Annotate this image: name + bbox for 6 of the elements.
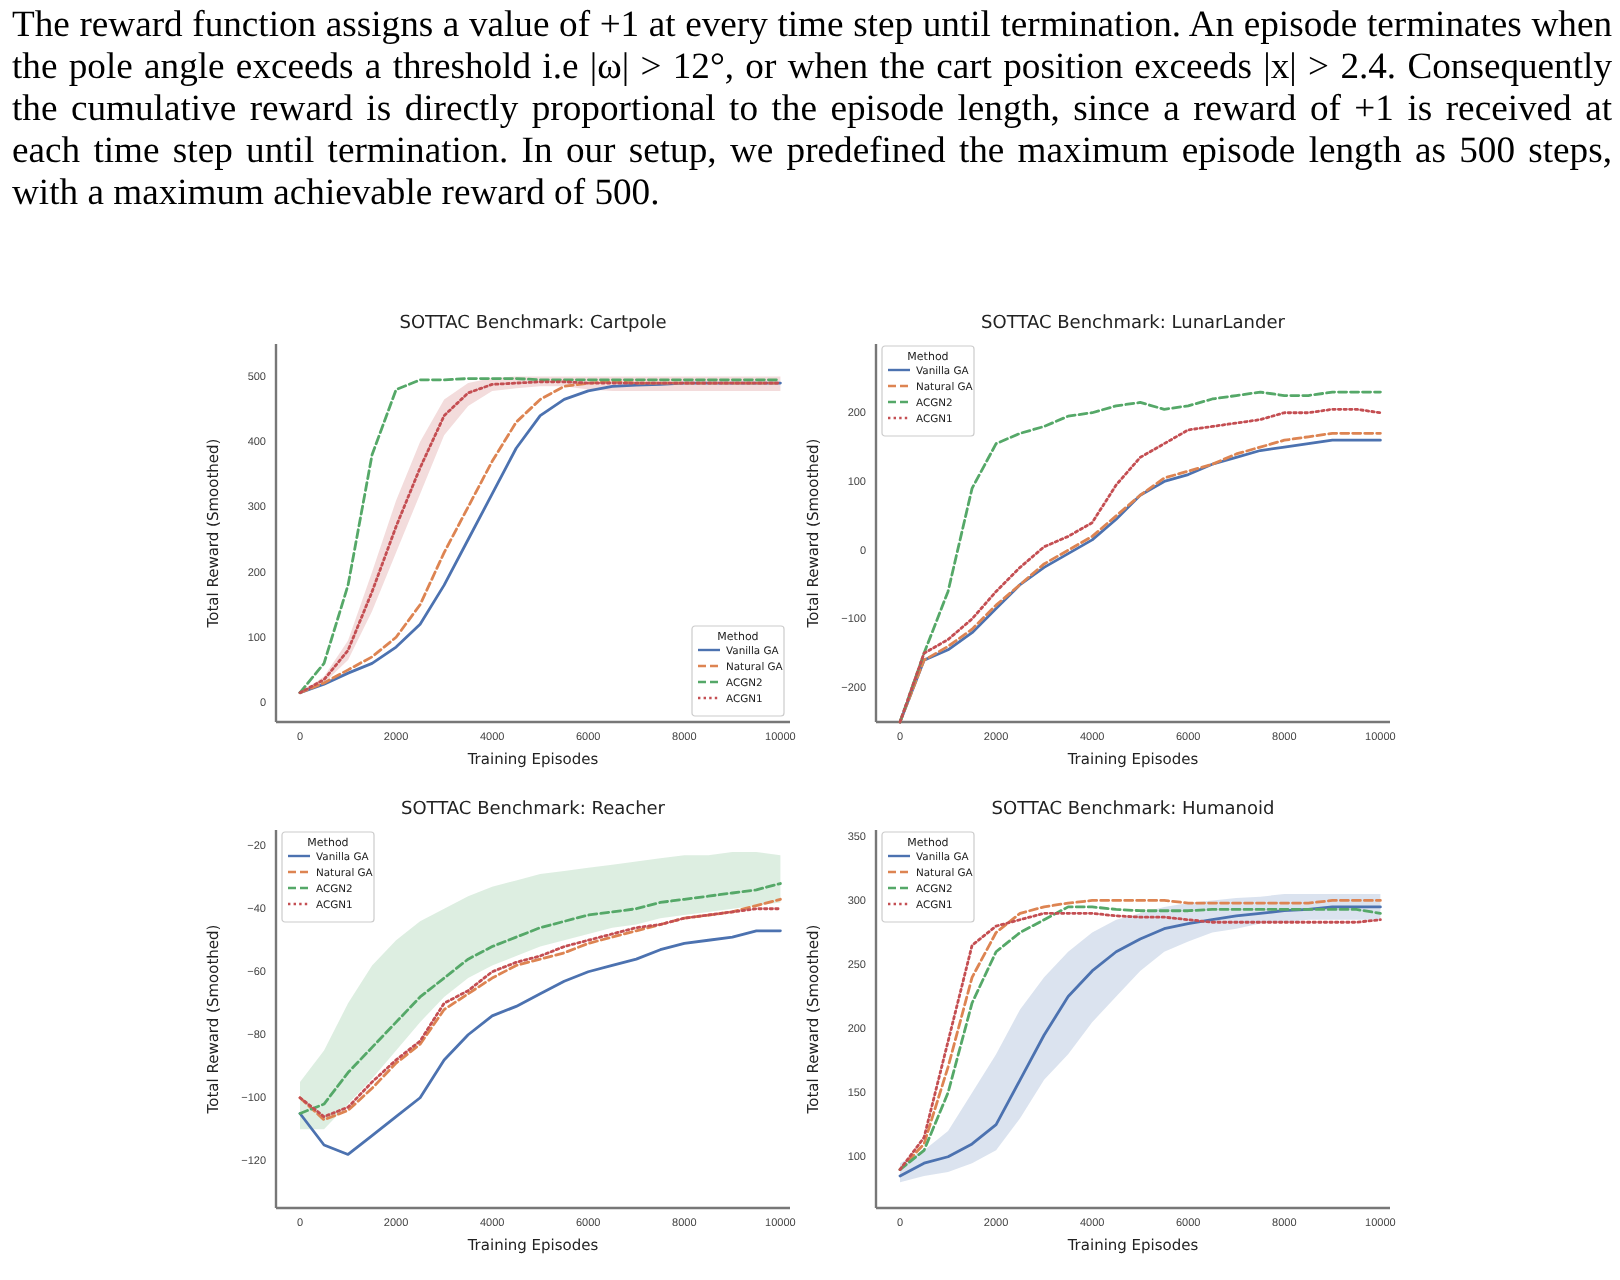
chart-title: SOTTAC Benchmark: Humanoid bbox=[991, 800, 1275, 820]
chart-title: SOTTAC Benchmark: Cartpole bbox=[399, 314, 668, 334]
chart-title: SOTTAC Benchmark: Reacher bbox=[400, 800, 666, 820]
line-series bbox=[298, 929, 782, 1156]
text: The reward function assigns a value of +1 at every time step until termination. An episode terminates when the pole angle exceeds a threshold i.e |ω| > 12°, or when the cart position exceeds |x| > 2.4. Consequently the cumulative reward is directly proportional to the episode length, since a reward of +1 is received at each time step until termination. In our setup, we predefined the maximum episode length as 500 steps, with a maximum achievable reward of 500. bbox=[12, 4, 1612, 214]
chart-title: SOTTAC Benchmark: LunarLander bbox=[981, 314, 1286, 334]
